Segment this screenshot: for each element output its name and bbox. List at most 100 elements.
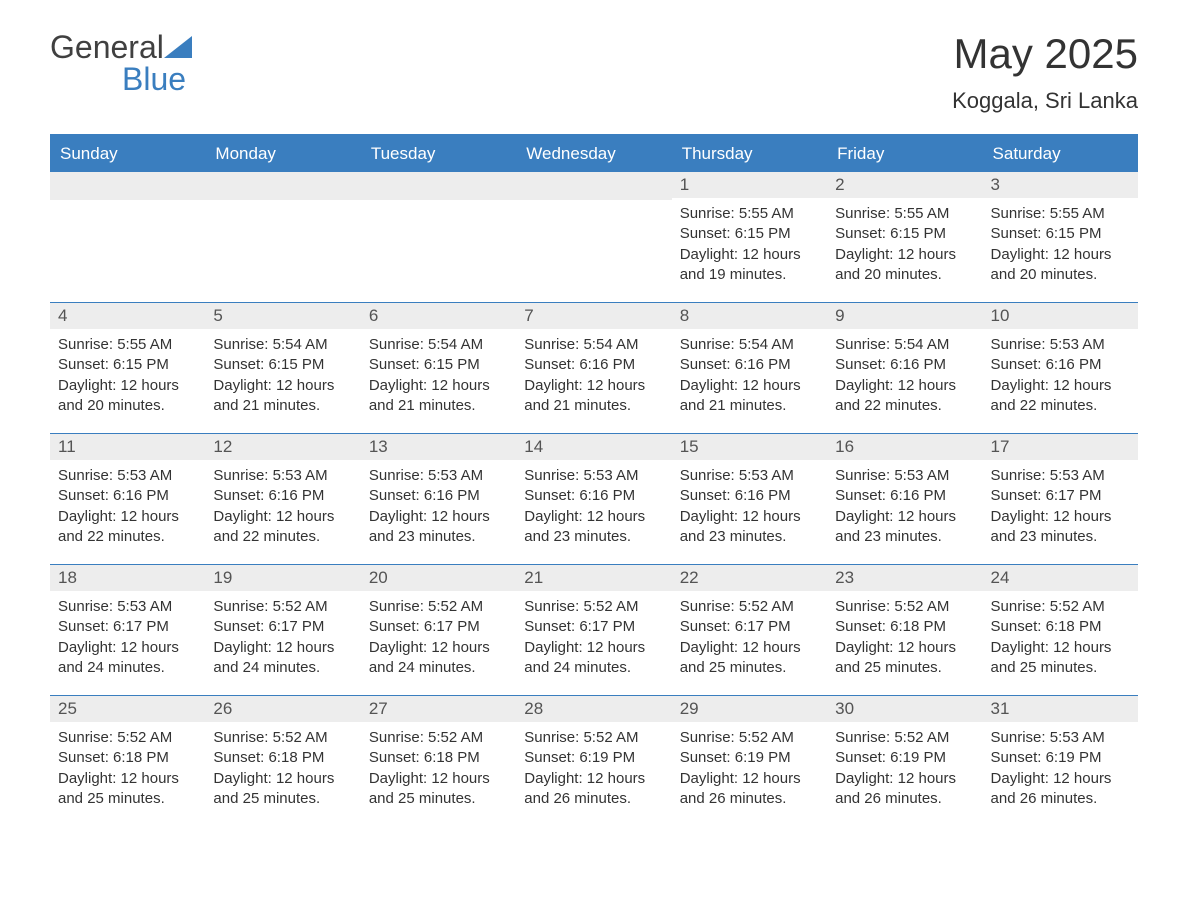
- sunset-label: Sunset:: [213, 749, 268, 766]
- day-cell: 10Sunrise: 5:53 AMSunset: 6:16 PMDayligh…: [983, 303, 1138, 433]
- logo: General Blue: [50, 30, 192, 95]
- sunrise-line: Sunrise: 5:52 AM: [58, 728, 197, 748]
- sunrise-line: Sunrise: 5:52 AM: [213, 728, 352, 748]
- daylight-label: Daylight:: [213, 639, 276, 656]
- day-number: 22: [672, 565, 827, 591]
- daylight-line: Daylight: 12 hours and 25 minutes.: [991, 638, 1130, 679]
- sunrise-line: Sunrise: 5:53 AM: [58, 466, 197, 486]
- sunset-line: Sunset: 6:15 PM: [213, 355, 352, 375]
- sunrise-line: Sunrise: 5:53 AM: [991, 728, 1130, 748]
- daylight-line: Daylight: 12 hours and 25 minutes.: [369, 769, 508, 810]
- weekday-header: Saturday: [983, 136, 1138, 172]
- day-cell: 13Sunrise: 5:53 AMSunset: 6:16 PMDayligh…: [361, 434, 516, 564]
- daylight-line: Daylight: 12 hours and 25 minutes.: [58, 769, 197, 810]
- sunrise-label: Sunrise:: [991, 205, 1050, 222]
- sunrise-label: Sunrise:: [991, 598, 1050, 615]
- day-number: 20: [361, 565, 516, 591]
- day-cell: 3Sunrise: 5:55 AMSunset: 6:15 PMDaylight…: [983, 172, 1138, 302]
- sunset-label: Sunset:: [991, 487, 1046, 504]
- day-cell: 21Sunrise: 5:52 AMSunset: 6:17 PMDayligh…: [516, 565, 671, 695]
- daylight-line: Daylight: 12 hours and 19 minutes.: [680, 245, 819, 286]
- daylight-label: Daylight:: [213, 770, 276, 787]
- daylight-line: Daylight: 12 hours and 20 minutes.: [58, 376, 197, 417]
- day-number: 7: [516, 303, 671, 329]
- sunset-line: Sunset: 6:16 PM: [524, 486, 663, 506]
- sunset-label: Sunset:: [58, 618, 113, 635]
- weekday-header: Sunday: [50, 136, 205, 172]
- sunrise-label: Sunrise:: [213, 336, 272, 353]
- sunrise-label: Sunrise:: [213, 598, 272, 615]
- day-cell: 19Sunrise: 5:52 AMSunset: 6:17 PMDayligh…: [205, 565, 360, 695]
- sunset-value: 6:16 PM: [890, 487, 946, 504]
- sunrise-value: 5:55 AM: [117, 336, 172, 353]
- day-cell: 26Sunrise: 5:52 AMSunset: 6:18 PMDayligh…: [205, 696, 360, 826]
- day-cell: [50, 172, 205, 302]
- sunrise-value: 5:53 AM: [1050, 467, 1105, 484]
- sunrise-value: 5:53 AM: [117, 467, 172, 484]
- daylight-line: Daylight: 12 hours and 22 minutes.: [58, 507, 197, 548]
- sunset-value: 6:16 PM: [268, 487, 324, 504]
- sunrise-label: Sunrise:: [680, 336, 739, 353]
- daylight-line: Daylight: 12 hours and 22 minutes.: [991, 376, 1130, 417]
- sunrise-label: Sunrise:: [213, 729, 272, 746]
- day-cell: 27Sunrise: 5:52 AMSunset: 6:18 PMDayligh…: [361, 696, 516, 826]
- day-cell: 7Sunrise: 5:54 AMSunset: 6:16 PMDaylight…: [516, 303, 671, 433]
- day-number: 14: [516, 434, 671, 460]
- day-details: Sunrise: 5:55 AMSunset: 6:15 PMDaylight:…: [827, 198, 982, 295]
- logo-word2: Blue: [122, 61, 186, 97]
- sunrise-line: Sunrise: 5:52 AM: [680, 728, 819, 748]
- sunset-value: 6:15 PM: [113, 356, 169, 373]
- sunset-line: Sunset: 6:16 PM: [835, 486, 974, 506]
- day-number: 25: [50, 696, 205, 722]
- day-number: 27: [361, 696, 516, 722]
- sunset-label: Sunset:: [58, 487, 113, 504]
- day-details: Sunrise: 5:53 AMSunset: 6:16 PMDaylight:…: [672, 460, 827, 557]
- sunrise-label: Sunrise:: [680, 467, 739, 484]
- sunset-value: 6:17 PM: [113, 618, 169, 635]
- daylight-label: Daylight:: [835, 639, 898, 656]
- sunset-label: Sunset:: [835, 618, 890, 635]
- daylight-label: Daylight:: [524, 508, 587, 525]
- sunrise-value: 5:53 AM: [1050, 729, 1105, 746]
- day-cell: 6Sunrise: 5:54 AMSunset: 6:15 PMDaylight…: [361, 303, 516, 433]
- daylight-label: Daylight:: [369, 508, 432, 525]
- daylight-label: Daylight:: [680, 377, 743, 394]
- daylight-label: Daylight:: [58, 770, 121, 787]
- sunrise-label: Sunrise:: [680, 729, 739, 746]
- daylight-line: Daylight: 12 hours and 25 minutes.: [213, 769, 352, 810]
- day-number: 30: [827, 696, 982, 722]
- sunset-value: 6:19 PM: [579, 749, 635, 766]
- sunrise-line: Sunrise: 5:52 AM: [369, 728, 508, 748]
- sunset-label: Sunset:: [524, 618, 579, 635]
- daylight-label: Daylight:: [524, 639, 587, 656]
- sunrise-value: 5:54 AM: [273, 336, 328, 353]
- sunrise-value: 5:53 AM: [428, 467, 483, 484]
- weekday-header-row: SundayMondayTuesdayWednesdayThursdayFrid…: [50, 136, 1138, 172]
- week-row: 25Sunrise: 5:52 AMSunset: 6:18 PMDayligh…: [50, 695, 1138, 826]
- sunset-value: 6:16 PM: [579, 356, 635, 373]
- sunrise-value: 5:52 AM: [428, 598, 483, 615]
- day-number: 21: [516, 565, 671, 591]
- day-number: 19: [205, 565, 360, 591]
- day-details: Sunrise: 5:52 AMSunset: 6:19 PMDaylight:…: [827, 722, 982, 819]
- day-cell: 17Sunrise: 5:53 AMSunset: 6:17 PMDayligh…: [983, 434, 1138, 564]
- daylight-line: Daylight: 12 hours and 22 minutes.: [835, 376, 974, 417]
- week-row: 4Sunrise: 5:55 AMSunset: 6:15 PMDaylight…: [50, 302, 1138, 433]
- daylight-label: Daylight:: [58, 639, 121, 656]
- daylight-line: Daylight: 12 hours and 26 minutes.: [680, 769, 819, 810]
- daylight-label: Daylight:: [369, 639, 432, 656]
- sunrise-label: Sunrise:: [58, 598, 117, 615]
- sunset-value: 6:15 PM: [268, 356, 324, 373]
- daylight-label: Daylight:: [991, 639, 1054, 656]
- day-details: Sunrise: 5:52 AMSunset: 6:18 PMDaylight:…: [983, 591, 1138, 688]
- sunset-line: Sunset: 6:19 PM: [524, 748, 663, 768]
- daylight-line: Daylight: 12 hours and 23 minutes.: [991, 507, 1130, 548]
- daylight-label: Daylight:: [835, 246, 898, 263]
- daylight-line: Daylight: 12 hours and 24 minutes.: [369, 638, 508, 679]
- sunrise-label: Sunrise:: [835, 598, 894, 615]
- sunset-value: 6:15 PM: [735, 225, 791, 242]
- day-details: Sunrise: 5:52 AMSunset: 6:18 PMDaylight:…: [827, 591, 982, 688]
- sunset-value: 6:17 PM: [579, 618, 635, 635]
- logo-text: General Blue: [50, 30, 192, 95]
- sunset-label: Sunset:: [524, 749, 579, 766]
